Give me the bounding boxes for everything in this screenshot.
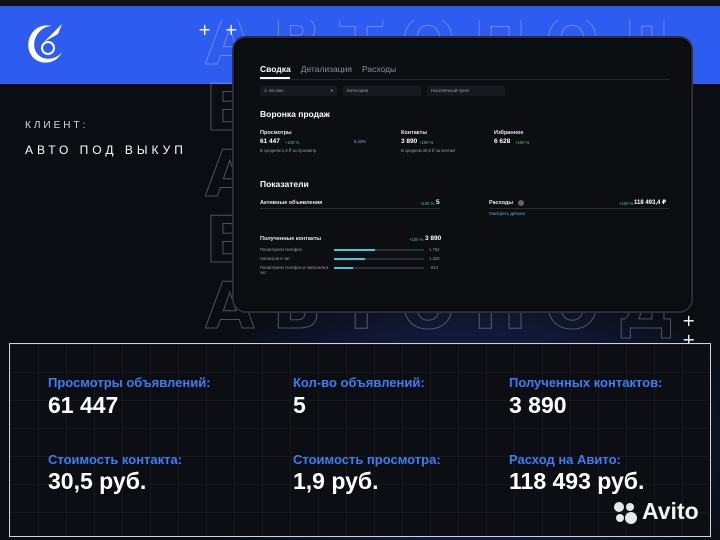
tab-details[interactable]: Детализация <box>300 64 352 74</box>
breakdown-label-1: Посмотрели телефон <box>260 247 302 252</box>
filter-bar: 1–30 июн ▾ Категория Населённый пункт <box>260 86 505 96</box>
favorites-badge: +100 % <box>515 140 530 145</box>
stat-value-view-cost: 1,9 руб. <box>293 468 379 494</box>
breakdown-bar-1 <box>334 249 424 251</box>
app-window: Сводка Детализация Расходы 1–30 июн ▾ Ка… <box>232 36 693 313</box>
active-ads-divider <box>260 208 440 209</box>
tab-expenses[interactable]: Расходы <box>362 64 397 74</box>
tab-summary[interactable]: Сводка <box>260 64 291 74</box>
views-badge: +100 % <box>285 140 300 145</box>
comet-logo-icon <box>28 24 62 63</box>
received-contacts-value: 3 890 <box>425 235 442 242</box>
views-value: 61 447 <box>260 138 280 145</box>
client-label: КЛИЕНТ: <box>25 120 89 131</box>
tab-bar: Сводка Детализация Расходы <box>260 64 396 74</box>
expenses-divider <box>489 208 669 209</box>
indicators-title: Показатели <box>260 179 309 189</box>
funnel-title: Воронка продаж <box>260 109 330 119</box>
views-sub: В среднем 1,9 ₽ за просмотр <box>260 148 317 153</box>
stat-value-views: 61 447 <box>48 392 119 418</box>
breakdown-bar-2 <box>334 258 424 260</box>
info-icon <box>518 200 524 206</box>
expenses-details-link[interactable]: Смотреть детали <box>489 211 525 216</box>
stat-label-contacts: Полученных контактов: <box>509 375 663 390</box>
contacts-label: Контакты <box>401 130 427 136</box>
chevron-down-icon: ▾ <box>330 88 333 93</box>
stat-label-ads-count: Кол-во объявлений: <box>293 375 425 390</box>
received-contacts-badge: +100 % <box>409 237 424 242</box>
expenses-label: Расходы <box>489 200 514 206</box>
period-value: 1–30 июн <box>264 88 284 93</box>
client-name: АВТО ПОД ВЫКУП <box>25 143 187 157</box>
breakdown-value-3: 813 <box>431 265 438 270</box>
favorites-label: Избранное <box>494 130 524 136</box>
stat-label-avito-spend: Расход на Авито: <box>509 452 621 467</box>
stat-value-avito-spend: 118 493 руб. <box>509 468 645 494</box>
favorites-value: 6 628 <box>494 138 511 145</box>
contacts-sub: В среднем 30,5 ₽ за контакт <box>401 148 456 153</box>
tabs-divider <box>260 79 670 80</box>
stat-label-contact-cost: Стоимость контакта: <box>48 452 183 467</box>
stat-value-ads-count: 5 <box>293 392 306 418</box>
expenses-value: 118 493,4 ₽ <box>634 200 667 206</box>
views-label: Просмотры <box>260 130 292 136</box>
stat-value-contact-cost: 30,5 руб. <box>48 468 147 494</box>
stat-label-views: Просмотры объявлений: <box>48 375 211 390</box>
stat-label-view-cost: Стоимость просмотра: <box>293 452 441 467</box>
tab-active-indicator <box>260 77 290 79</box>
breakdown-label-3: Посмотрели телефон и написали в чат <box>260 265 329 275</box>
plus-decor-top: + + <box>198 20 242 39</box>
expenses-badge: +100 % <box>619 201 634 206</box>
avito-brand-text: Avito <box>642 498 699 524</box>
stats-panel <box>9 343 711 537</box>
stat-value-contacts: 3 890 <box>509 392 567 418</box>
avito-watermark: Avito <box>612 498 699 525</box>
active-ads-badge: +100 % <box>420 201 435 206</box>
conversion-rate: 6,33% <box>354 139 366 144</box>
breakdown-label-2: Написали в чат <box>260 256 291 261</box>
avito-dots-icon <box>614 501 637 524</box>
received-contacts-label: Полученные контакты <box>260 236 322 242</box>
period-select[interactable]: 1–30 июн ▾ <box>260 86 337 96</box>
category-input[interactable]: Категория <box>343 86 421 96</box>
active-ads-label: Активные объявления <box>260 200 323 206</box>
top-strip <box>0 0 720 6</box>
breakdown-value-1: 1 754 <box>429 247 440 252</box>
breakdown-bar-3 <box>334 267 424 269</box>
active-ads-value: 5 <box>436 199 440 206</box>
contacts-value: 3 890 <box>401 138 418 145</box>
breakdown-value-2: 1 323 <box>429 256 440 261</box>
contacts-badge: +100 % <box>419 140 434 145</box>
city-input[interactable]: Населённый пункт <box>427 86 505 96</box>
